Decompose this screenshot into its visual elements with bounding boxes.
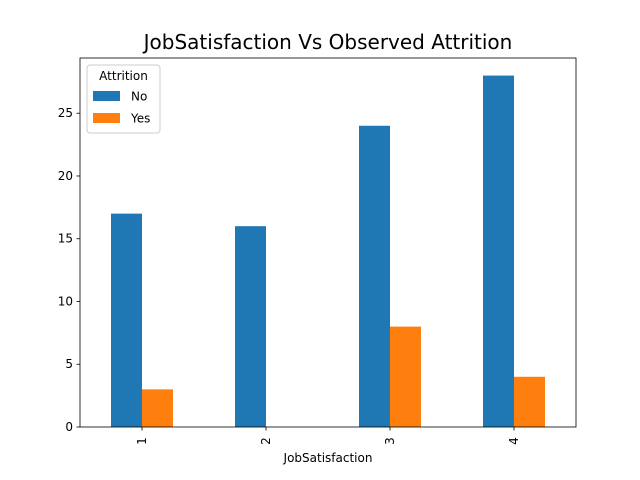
bar-yes-1 (142, 389, 173, 427)
y-tick-label-25: 25 (58, 106, 73, 120)
plot-area: 0 5 10 15 20 25 1 2 3 4 (58, 57, 577, 445)
x-tick-label-2: 2 (259, 437, 273, 445)
y-tick-label-5: 5 (65, 357, 73, 371)
y-tick-label-0: 0 (65, 420, 73, 434)
bar-no-3 (359, 125, 390, 427)
bar-yes-3 (390, 326, 421, 427)
y-tick-label-10: 10 (58, 294, 73, 308)
bar-no-1 (111, 213, 142, 427)
bar-yes-4 (514, 376, 545, 427)
y-tick-label-15: 15 (58, 232, 73, 246)
bar-no-2 (235, 226, 266, 427)
x-tick-label-4: 4 (507, 437, 521, 445)
bar-no-4 (483, 75, 514, 428)
x-tick-label-3: 3 (383, 437, 397, 445)
axes-frame (79, 57, 577, 428)
y-tick-label-20: 20 (58, 169, 73, 183)
legend-title: Attrition (99, 69, 148, 83)
legend-label-no: No (131, 90, 147, 104)
x-tick-label-1: 1 (135, 437, 149, 445)
chart-title: JobSatisfaction Vs Observed Attrition (142, 30, 513, 54)
legend: Attrition No Yes (86, 64, 161, 134)
legend-label-yes: Yes (130, 112, 150, 126)
legend-swatch-yes (93, 113, 120, 123)
legend-swatch-no (93, 91, 120, 101)
x-axis-label: JobSatisfaction (283, 451, 373, 465)
